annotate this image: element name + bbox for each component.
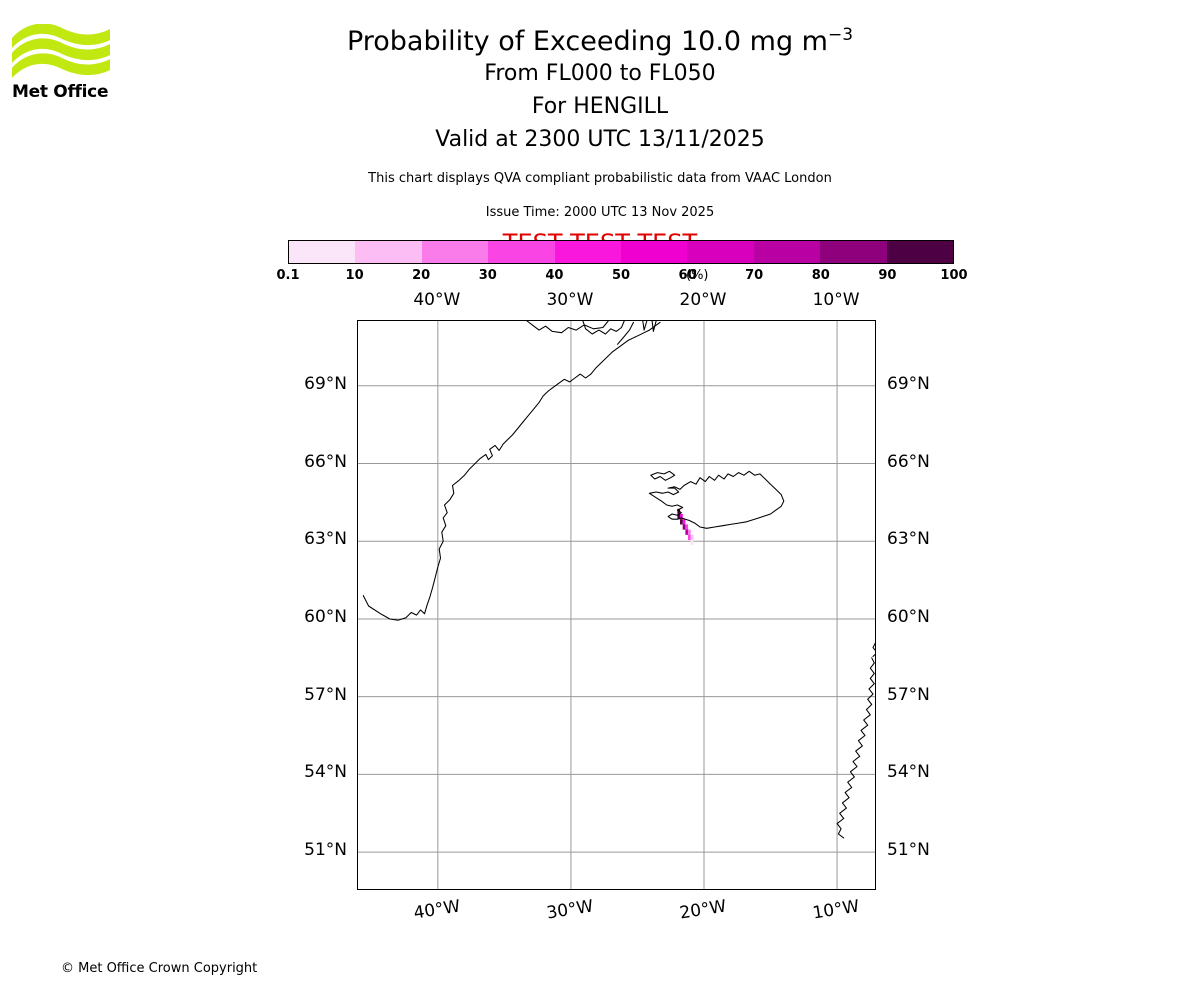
plume-cell-1 — [677, 514, 681, 520]
coastline-path-4 — [642, 321, 648, 331]
lat-label-left-63: 63°N — [304, 529, 347, 550]
lat-label-right-54: 54°N — [887, 762, 930, 783]
colorbar-segment-8 — [820, 241, 887, 263]
plume-cell-9 — [688, 534, 691, 541]
colorbar-segment-0 — [289, 241, 356, 263]
colorbar-tick-100: 100 — [940, 268, 968, 283]
plume-cell-2 — [680, 514, 683, 520]
lat-label-right-66: 66°N — [887, 451, 930, 472]
probability-colorbar: 0.1 10 20 30 40 50 60 70 80 90 100 — [276, 240, 968, 283]
chart-title-block: Probability of Exceeding 10.0 mg m−3 Fro… — [0, 0, 1200, 258]
coastline-path-7 — [650, 470, 676, 481]
lon-label-bottom--30: 30°W — [545, 896, 595, 924]
title-site-name: For HENGILL — [531, 93, 669, 119]
lat-label-left-57: 57°N — [304, 684, 347, 705]
colorbar-tick-20: 20 — [412, 268, 431, 283]
met-office-wordmark: Met Office — [12, 82, 109, 102]
title-exponent: −3 — [827, 25, 854, 45]
lat-label-left-54: 54°N — [304, 762, 347, 783]
lon-label-top--40: 40°W — [413, 290, 461, 310]
plume-cell-3 — [680, 519, 683, 525]
lat-label-right-51: 51°N — [887, 840, 930, 861]
coastline-path-2 — [526, 321, 609, 334]
lon-label-top--30: 30°W — [546, 290, 594, 310]
colorbar-segment-9 — [886, 241, 954, 263]
coastline-path-9 — [872, 642, 875, 658]
plume-cell-7 — [685, 529, 689, 535]
colorbar-segment-2 — [421, 241, 489, 263]
plume-cell-11 — [690, 539, 694, 546]
colorbar-segment-4 — [554, 241, 622, 263]
lat-label-left-66: 66°N — [304, 451, 347, 472]
coastline-path-5 — [651, 321, 657, 332]
plume-cell-8 — [688, 529, 691, 535]
coastline-path-6 — [648, 470, 785, 529]
colorbar-gradient — [288, 240, 954, 264]
lat-label-left-60: 60°N — [304, 606, 347, 627]
plume-cell-4 — [682, 519, 686, 525]
coastline-path-8 — [836, 657, 875, 839]
lon-label-bottom--10: 10°W — [811, 896, 861, 924]
coastline-paths — [362, 321, 875, 839]
colorbar-segment-3 — [488, 241, 555, 263]
colorbar-tick-10: 10 — [345, 268, 364, 283]
plume-cell-10 — [690, 534, 694, 541]
lon-label-bottom--40: 40°W — [412, 896, 462, 924]
map-gridlines — [358, 321, 875, 889]
colorbar-tick-60: 60 — [678, 268, 697, 283]
lat-label-right-63: 63°N — [887, 529, 930, 550]
colorbar-units-label: (%) — [686, 268, 709, 283]
coastline-path-0 — [362, 321, 661, 621]
lon-label-top--10: 10°W — [812, 290, 860, 310]
colorbar-tick-40: 40 — [545, 268, 564, 283]
title-data-note: This chart displays QVA compliant probab… — [368, 171, 832, 187]
coastline-path-3 — [582, 321, 625, 335]
lon-label-top--20: 20°W — [679, 290, 727, 310]
page-title: Probability of Exceeding 10.0 mg m−3 — [0, 0, 1200, 57]
colorbar-tick-70: 70 — [745, 268, 764, 283]
map-canvas — [358, 321, 875, 889]
title-issue-time: Issue Time: 2000 UTC 13 Nov 2025 — [485, 205, 715, 221]
lat-label-left-51: 51°N — [304, 840, 347, 861]
colorbar-tick-80: 80 — [811, 268, 830, 283]
colorbar-segment-6 — [687, 241, 754, 263]
plume-cell-6 — [685, 524, 689, 530]
lat-label-right-60: 60°N — [887, 606, 930, 627]
colorbar-tick-50: 50 — [611, 268, 631, 283]
lat-label-left-69: 69°N — [304, 373, 347, 394]
colorbar-segment-5 — [621, 241, 688, 263]
colorbar-tick-90: 90 — [878, 268, 897, 283]
title-flight-levels: From FL000 to FL050 — [484, 61, 716, 86]
met-office-logo: Met Office — [12, 23, 110, 114]
title-main-text: Probability of Exceeding 10.0 mg m — [346, 26, 828, 57]
colorbar-tick-0.1: 0.1 — [276, 268, 300, 283]
title-valid-time: Valid at 2300 UTC 13/11/2025 — [435, 126, 765, 152]
map-frame — [357, 320, 876, 890]
lon-label-bottom--20: 20°W — [678, 896, 728, 924]
colorbar-segment-1 — [355, 241, 422, 263]
copyright-notice: © Met Office Crown Copyright — [61, 961, 258, 976]
lat-label-right-57: 57°N — [887, 684, 930, 705]
colorbar-segment-7 — [753, 241, 821, 263]
met-office-waves-icon — [12, 23, 110, 78]
plume-cell-5 — [682, 524, 686, 530]
colorbar-tick-labels: 0.1 10 20 30 40 50 60 70 80 90 100 — [266, 268, 976, 284]
lat-label-right-69: 69°N — [887, 373, 930, 394]
colorbar-tick-30: 30 — [478, 268, 497, 283]
map-plot-area[interactable]: 69°N 66°N 63°N 60°N 57°N 54°N 51°N 69°N 66°N 63°… — [304, 290, 930, 924]
coastline-path-1 — [616, 321, 635, 345]
